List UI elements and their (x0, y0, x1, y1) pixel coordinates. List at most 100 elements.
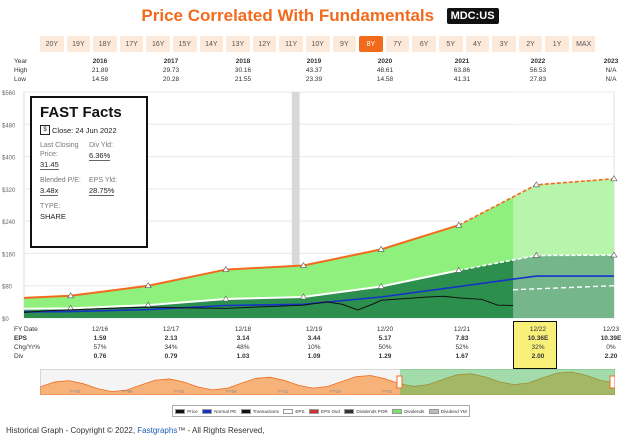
legend-swatch (428, 408, 439, 414)
fy-date-label: FY Date (14, 326, 38, 333)
legend-label: EPS Ovd (321, 408, 340, 414)
period-button-9y[interactable]: 9Y (332, 36, 357, 52)
cell: 14.58 (376, 76, 394, 83)
year-label: Year (14, 58, 28, 65)
period-button-20y[interactable]: 20Y (40, 36, 64, 52)
period-button-17y[interactable]: 17Y (119, 36, 144, 52)
cell: 3.14 (236, 335, 250, 342)
eps-marker (299, 261, 308, 268)
navigator-handle-left[interactable] (396, 375, 403, 389)
legend-label: Dividends POR (356, 408, 388, 414)
cell: 2020 (377, 58, 393, 65)
period-button-18y[interactable]: 18Y (93, 36, 117, 52)
period-button-15y[interactable]: 15Y (172, 36, 197, 52)
navigator-selection[interactable] (400, 369, 615, 395)
period-button-7y[interactable]: 7Y (385, 36, 410, 52)
legend-item[interactable]: Price (175, 408, 198, 414)
cell: 41.31 (453, 76, 471, 83)
cell: 3.44 (307, 335, 321, 342)
cell: 20.28 (162, 76, 180, 83)
period-button-11y[interactable]: 11Y (279, 36, 303, 52)
div-row: Div 0.76 0.79 1.03 1.09 1.29 1.67 2.00 2.20 (0, 353, 640, 362)
cell: 5.17 (378, 335, 392, 342)
period-button-8y[interactable]: 8Y (359, 36, 383, 52)
cell: 0% (606, 344, 616, 351)
navigator-handle-right[interactable] (609, 375, 615, 389)
type-label: TYPE: (40, 203, 61, 211)
legend-item[interactable]: Normal PE (202, 408, 237, 414)
period-button-14y[interactable]: 14Y (199, 36, 224, 52)
legend-item[interactable]: Dividend YM (428, 408, 467, 414)
navigator-label: FY11 (278, 389, 289, 394)
navigator-label: FY96 (122, 389, 133, 394)
cell: 0.79 (164, 353, 178, 360)
eps-marker (610, 175, 618, 182)
last-price-label: Last Closing Price: (40, 142, 79, 159)
y-tick-label: $0 (2, 317, 9, 322)
y-tick-label: $560 (2, 91, 16, 97)
eps-marker (455, 221, 463, 228)
navigator-area (40, 371, 615, 395)
main-chart[interactable]: $560 $480 $400 $320 $240 $160 $80 $0 (0, 90, 640, 322)
period-button-4y[interactable]: 4Y (465, 36, 490, 52)
footer-suffix: ™ - All Rights Reserved, (177, 426, 265, 435)
legend-item[interactable]: Transactions (240, 408, 279, 414)
period-button-2y[interactable]: 2Y (518, 36, 543, 52)
eps-base-marker (222, 295, 230, 302)
cell: 12/18 (234, 326, 252, 333)
cell: 56.53 (529, 67, 547, 74)
y-tick-label: $240 (2, 220, 16, 226)
div-yield-value: 6.36% (89, 151, 111, 162)
chart-title: Price Correlated With Fundamentals (141, 6, 435, 25)
div-label: Div (14, 353, 24, 360)
legend-label: Normal PE (214, 408, 237, 414)
cell: 1.29 (378, 353, 392, 360)
period-button-10y[interactable]: 10Y (305, 36, 330, 52)
cell: 12/19 (305, 326, 323, 333)
cell: 21.55 (234, 76, 252, 83)
close-date: $ Close: 24 Jun 2022 (40, 125, 138, 135)
cell: 2.00 (531, 353, 545, 360)
legend-item[interactable]: Dividends (392, 408, 424, 414)
type-value: SHARE (40, 212, 66, 222)
eps-marker (144, 282, 152, 289)
legend-swatch (283, 408, 294, 414)
period-button-12y[interactable]: 12Y (252, 36, 277, 52)
eps-yield-label: EPS Yld: (89, 177, 117, 185)
legend-label: Dividend YM (440, 408, 467, 414)
eps-label: EPS (14, 335, 28, 342)
low-row: Low 14.58 20.28 21.55 23.39 14.58 41.31 27.83 N/… (0, 76, 640, 85)
period-button-1y[interactable]: 1Y (545, 36, 569, 52)
period-button-19y[interactable]: 19Y (66, 36, 91, 52)
period-button-13y[interactable]: 13Y (226, 36, 250, 52)
high-low-table: Year 2016 2017 2018 2019 2020 2021 2022 2023 Hig… (0, 58, 640, 85)
period-button-3y[interactable]: 3Y (492, 36, 516, 52)
legend-item[interactable]: EPS (283, 408, 305, 414)
period-button-max[interactable]: MAX (571, 36, 596, 52)
cell: 0.76 (93, 353, 107, 360)
legend-item[interactable]: EPS Ovd (309, 408, 340, 414)
cell: 50% (378, 344, 392, 351)
fy-date-row: FY Date 12/16 12/17 12/18 12/19 12/20 12/21 12/… (0, 326, 640, 335)
eps-base-marker (299, 293, 308, 300)
cell: 12/16 (91, 326, 109, 333)
cell: 48% (236, 344, 250, 351)
range-navigator[interactable]: FY91 FY96 FY01 FY06 FY11 FY16 FY21 (40, 369, 615, 395)
high-row: High 21.89 29.73 30.16 43.37 48.61 63.86 56.53 N… (0, 67, 640, 76)
y-tick-label: $80 (2, 285, 13, 291)
legend-item[interactable]: Dividends POR (344, 408, 388, 414)
cell: 21.89 (91, 67, 109, 74)
cell: 2022 (530, 58, 546, 65)
cell: 10% (307, 344, 321, 351)
period-button-5y[interactable]: 5Y (438, 36, 463, 52)
y-tick-label: $160 (2, 252, 16, 258)
period-button-16y[interactable]: 16Y (146, 36, 170, 52)
cell: 14.58 (91, 76, 109, 83)
eps-marker (222, 265, 230, 272)
cell: 2.13 (164, 335, 178, 342)
footer-prefix: Historical Graph - Copyright © 2022, (6, 426, 136, 435)
period-button-6y[interactable]: 6Y (412, 36, 436, 52)
cell: 10.39E (600, 335, 622, 342)
cell: N/A (605, 76, 617, 83)
fastgraphs-link[interactable]: Fastgraphs (137, 426, 178, 435)
